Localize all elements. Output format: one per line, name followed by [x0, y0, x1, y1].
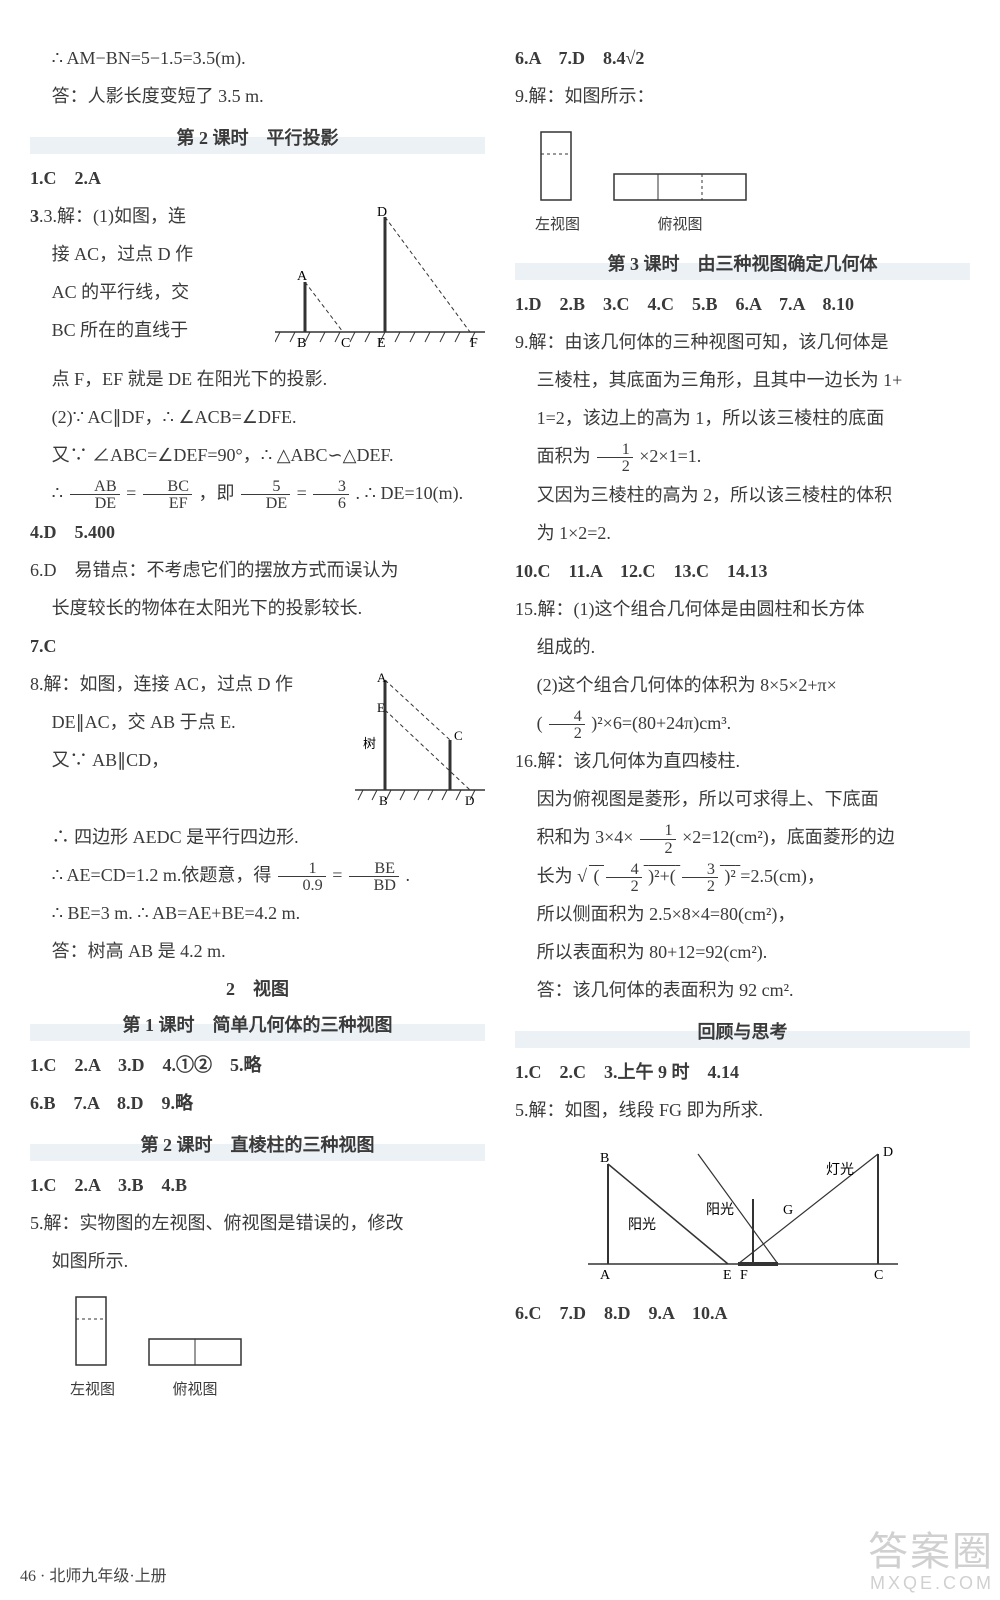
svg-text:A: A	[297, 269, 308, 284]
text: 三棱柱，其底面为三角形，且其中一边长为 1+	[515, 362, 970, 398]
text: ∴ AM−BN=5−1.5=3.5(m).	[30, 40, 485, 76]
answer-line: 7.C	[30, 628, 485, 664]
top-view-figure: 俯视图	[610, 166, 750, 234]
text: ∴ BE=3 m. ∴ AB=AE+BE=4.2 m.	[30, 895, 485, 931]
caption: 俯视图	[610, 213, 750, 234]
svg-text:阳光: 阳光	[706, 1202, 734, 1218]
answer-line: 1.C 2.C 3.上午 9 时 4.14	[515, 1054, 970, 1090]
caption: 左视图	[535, 213, 580, 234]
equation: 长为 √ ( 42 )²+( 32 )² =2.5(cm)，	[515, 858, 970, 895]
answer-line: 1.C 2.A 3.B 4.B	[30, 1167, 485, 1203]
section-title: 第 3 课时 由三种视图确定几何体	[515, 246, 970, 280]
answer-line: 1.D 2.B 3.C 4.C 5.B 6.A 7.A 8.10	[515, 286, 970, 322]
equation: ∴ AE=CD=1.2 m.依题意，得 10.9 = BEBD .	[30, 857, 485, 894]
left-column: ∴ AM−BN=5−1.5=3.5(m). 答：人影长度变短了 3.5 m. 第…	[30, 40, 485, 1411]
text: 6.D 易错点：不考虑它们的摆放方式而误认为	[30, 552, 485, 588]
answer-line: 10.C 11.A 12.C 13.C 14.13	[515, 553, 970, 589]
text: 答：该几何体的表面积为 92 cm².	[515, 972, 970, 1008]
svg-text:F: F	[470, 336, 478, 351]
svg-text:D: D	[377, 205, 387, 220]
equation: ∴ ABDE = BCEF ，即 5DE = 36 . ∴ DE=10(m).	[30, 475, 485, 512]
text: 点 F，EF 就是 DE 在阳光下的投影.	[30, 361, 485, 397]
watermark-line: MXQE.COM	[868, 1574, 994, 1594]
svg-text:A: A	[377, 670, 387, 685]
figure-projection-1: A B C D E F	[275, 202, 485, 357]
caption: 左视图	[70, 1378, 115, 1399]
views-figure: 左视图 俯视图	[70, 1287, 485, 1403]
svg-text:A: A	[600, 1268, 611, 1283]
left-view-figure: 左视图	[70, 1291, 115, 1399]
text: 答：树高 AB 是 4.2 m.	[30, 933, 485, 969]
text: 所以表面积为 80+12=92(cm²).	[515, 934, 970, 970]
text: 如图所示.	[30, 1243, 485, 1279]
svg-text:G: G	[783, 1203, 793, 1218]
svg-text:D: D	[883, 1145, 893, 1160]
text: 3.解：(1)如图，连	[44, 206, 187, 226]
svg-text:C: C	[454, 728, 463, 743]
section-title: 第 2 课时 平行投影	[30, 120, 485, 154]
views-figure: 左视图 俯视图	[535, 122, 970, 238]
equation: 积和为 3×4× 12 ×2=12(cm²)，底面菱形的边	[515, 819, 970, 856]
equation: 面积为 12 ×2×1=1.	[515, 438, 970, 475]
text: 9.解：由该几何体的三种视图可知，该几何体是	[515, 324, 970, 360]
svg-text:灯光: 灯光	[826, 1162, 854, 1178]
text: 15.解：(1)这个组合几何体是由圆柱和长方体	[515, 591, 970, 627]
top-view-figure: 俯视图	[145, 1331, 245, 1399]
text: 1=2，该边上的高为 1，所以该三棱柱的底面	[515, 400, 970, 436]
svg-text:阳光: 阳光	[628, 1217, 656, 1233]
svg-text:F: F	[740, 1268, 748, 1283]
watermark-line: 答案圈	[868, 1530, 994, 1574]
answer-line: 1.C 2.A	[30, 160, 485, 196]
answer-line: 1.C 2.A 3.D 4.①② 5.略	[30, 1047, 485, 1083]
text: 9.解：如图所示：	[515, 78, 970, 114]
text: 长度较长的物体在太阳光下的投影较长.	[30, 590, 485, 626]
text: (2)这个组合几何体的体积为 8×5×2+π×	[515, 667, 970, 703]
text: 为 1×2=2.	[515, 515, 970, 551]
left-view-figure: 左视图	[535, 126, 580, 234]
right-column: 6.A 7.D 8.4√2 9.解：如图所示： 左视图 俯视图 第 3 课时 由…	[515, 40, 970, 1411]
watermark: 答案圈 MXQE.COM	[868, 1530, 994, 1594]
caption: 俯视图	[145, 1378, 245, 1399]
equation: ( 42 )²×6=(80+24π)cm³.	[515, 705, 970, 742]
answer-line: 6.A 7.D 8.4√2	[515, 40, 970, 76]
page: ∴ AM−BN=5−1.5=3.5(m). 答：人影长度变短了 3.5 m. 第…	[0, 0, 1000, 1471]
svg-text:C: C	[341, 336, 350, 351]
svg-text:B: B	[600, 1151, 609, 1166]
text: (2)∵ AC∥DF，∴ ∠ACB=∠DFE.	[30, 399, 485, 435]
text: 因为俯视图是菱形，所以可求得上、下底面	[515, 781, 970, 817]
text: 组成的.	[515, 629, 970, 665]
svg-text:E: E	[377, 700, 385, 715]
section-title: 回顾与思考	[515, 1014, 970, 1048]
text: ∴ 四边形 AEDC 是平行四边形.	[30, 819, 485, 855]
text: 又∵ ∠ABC=∠DEF=90°，∴ △ABC∽△DEF.	[30, 437, 485, 473]
heading: 2 视图	[30, 975, 485, 1001]
text: 16.解：该几何体为直四棱柱.	[515, 743, 970, 779]
svg-text:树: 树	[363, 736, 376, 751]
figure-tree: A E 树 C B D	[355, 670, 485, 815]
page-footer: 46 · 北师九年级·上册	[20, 1562, 167, 1586]
answer-line: 4.D 5.400	[30, 514, 485, 550]
text: 答：人影长度变短了 3.5 m.	[30, 78, 485, 114]
text: 所以侧面积为 2.5×8×4=80(cm²)，	[515, 896, 970, 932]
answer-line: 6.C 7.D 8.D 9.A 10.A	[515, 1295, 970, 1331]
svg-text:C: C	[874, 1268, 883, 1283]
text: 又因为三棱柱的高为 2，所以该三棱柱的体积	[515, 477, 970, 513]
figure-sun-lamp: B A E F G C D 阳光 阳光 灯光	[578, 1134, 908, 1289]
text: 5.解：如图，线段 FG 即为所求.	[515, 1092, 970, 1128]
svg-text:B: B	[297, 336, 306, 351]
text: 5.解：实物图的左视图、俯视图是错误的，修改	[30, 1205, 485, 1241]
answer-line: 6.B 7.A 8.D 9.略	[30, 1085, 485, 1121]
section-title: 第 2 课时 直棱柱的三种视图	[30, 1127, 485, 1161]
section-title: 第 1 课时 简单几何体的三种视图	[30, 1007, 485, 1041]
svg-text:E: E	[377, 336, 386, 351]
svg-text:E: E	[723, 1268, 732, 1283]
svg-text:B: B	[379, 793, 388, 808]
svg-text:D: D	[465, 793, 474, 808]
